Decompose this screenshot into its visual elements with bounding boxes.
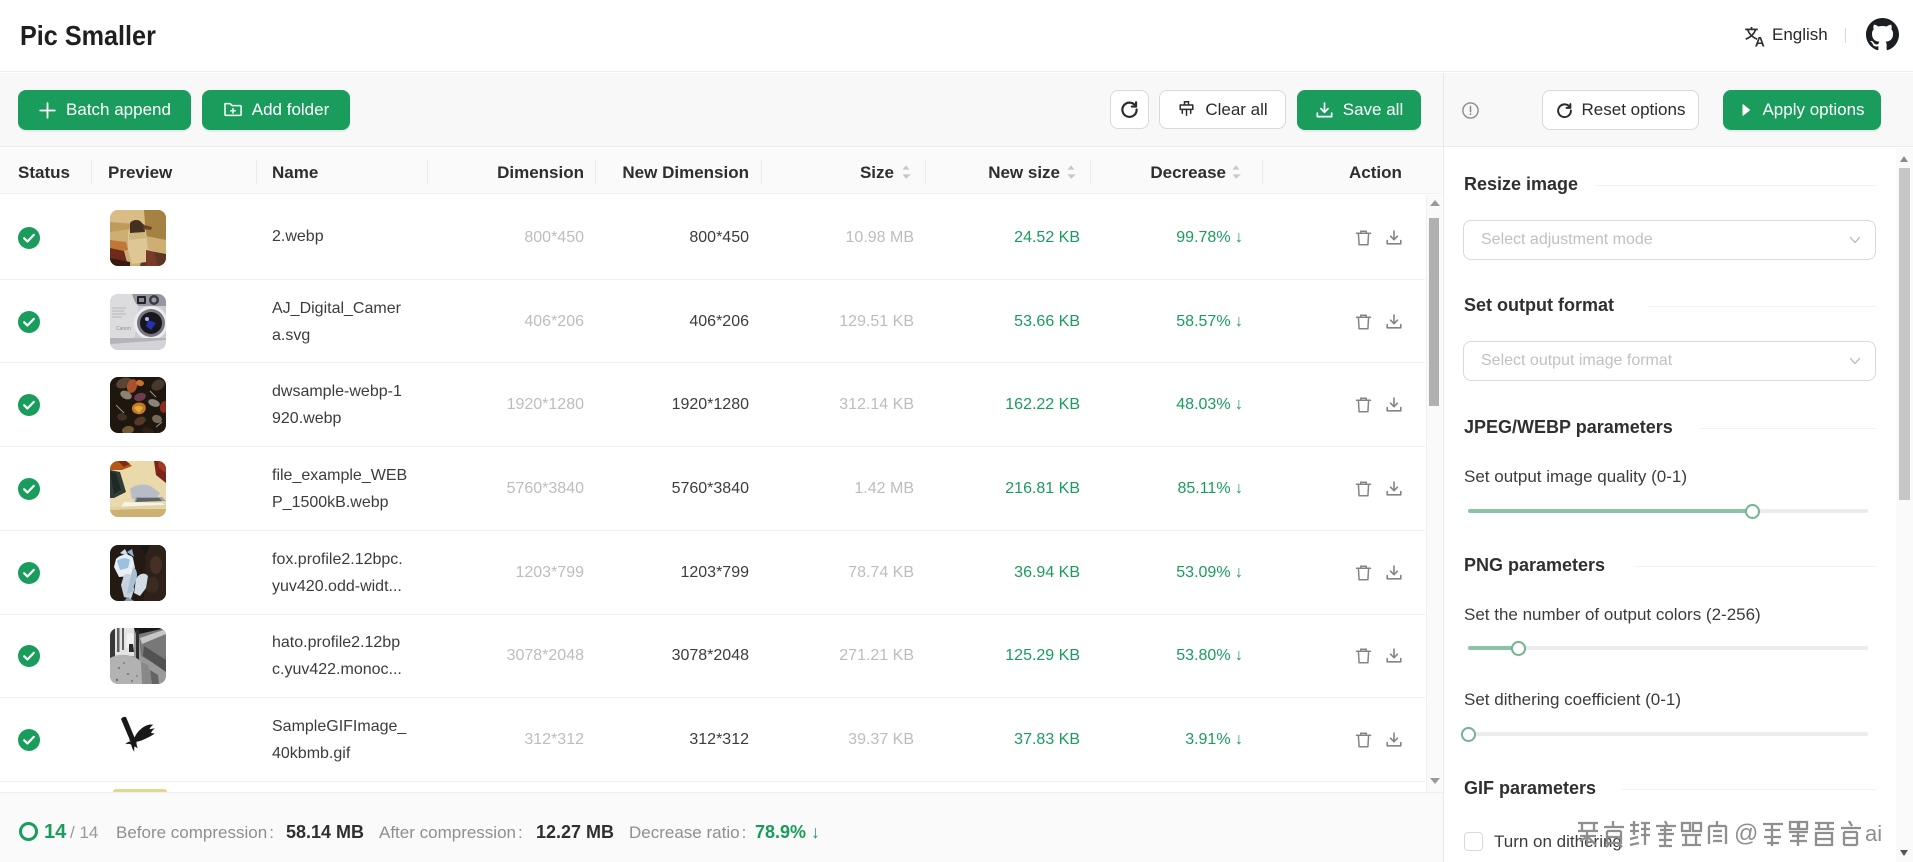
svg-text:A: A xyxy=(1755,33,1765,47)
svg-text:ai: ai xyxy=(1865,821,1882,846)
svg-text:Canon: Canon xyxy=(116,326,131,332)
svg-text:@: @ xyxy=(1734,820,1758,847)
